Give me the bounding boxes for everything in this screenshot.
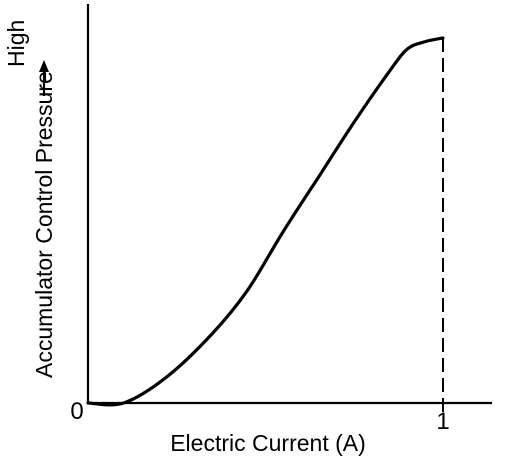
y-axis-label-group: Accumulator Control Pressure High [3,20,57,378]
x-tick-label-0: 0 [70,398,83,425]
y-axis-high-label: High [3,20,29,67]
high-arrow-head-icon [39,60,49,72]
pressure-curve [86,36,445,407]
x-axis-label: Electric Current (A) [170,430,366,456]
y-axis-label: Accumulator Control Pressure [31,71,57,378]
x-tick-label-1: 1 [436,408,449,435]
